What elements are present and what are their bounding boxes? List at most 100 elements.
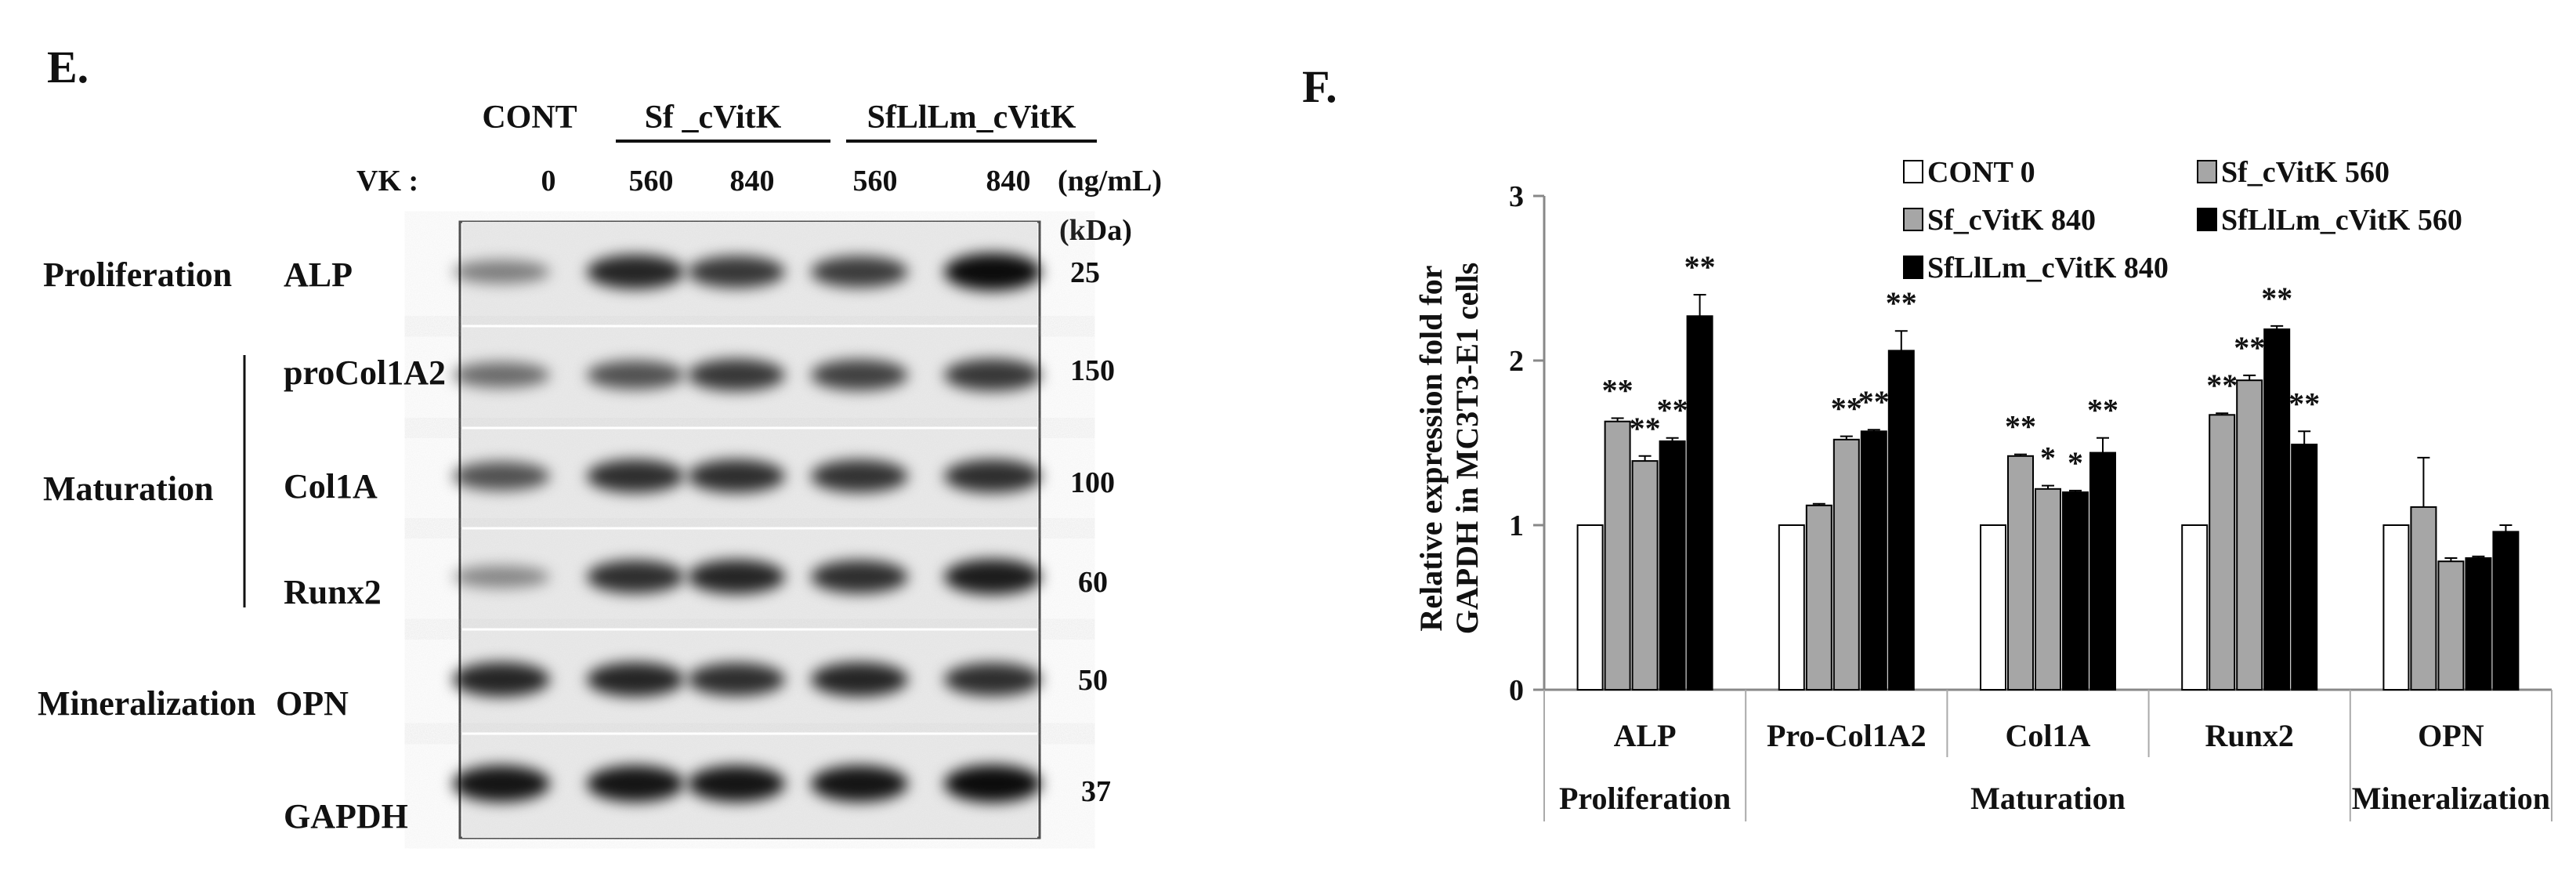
blot-band	[587, 662, 684, 697]
blot-band	[453, 765, 550, 803]
protein-label: Col1A	[284, 467, 378, 506]
blot-band	[587, 765, 684, 803]
dose-label: 840	[730, 165, 775, 198]
protein-label: proCol1A2	[284, 353, 446, 392]
blot-band	[587, 459, 684, 493]
protein-label: ALP	[284, 256, 353, 294]
blot-row-col1a: Col1A 100	[284, 426, 1115, 528]
significance-label: **	[2261, 281, 2292, 316]
significance-label: **	[2288, 386, 2320, 421]
blot-band	[453, 259, 550, 284]
bar	[2263, 328, 2291, 691]
blot-band	[688, 662, 785, 697]
category-mineralization: Mineralization	[38, 684, 256, 723]
y-tick-label: 2	[1509, 345, 1524, 378]
blot-row-gapdh: GAPDH 37	[284, 732, 1111, 838]
blot-band	[453, 462, 550, 491]
blot-band	[944, 358, 1041, 391]
significance-label: **	[1602, 373, 1634, 408]
kda-value: 50	[1078, 664, 1108, 697]
bar	[2089, 451, 2116, 691]
kda-value: 25	[1070, 256, 1100, 289]
blot-band	[944, 559, 1041, 595]
blot-rows: ALP 25 proCol1A2 150 Col1A 100 Runx2 60 OPN 50 GAP…	[276, 222, 1115, 838]
y-axis-title-line1: Relative expression fold for	[1413, 266, 1449, 632]
blot-band	[688, 256, 785, 288]
category-label: ALP	[1614, 718, 1677, 753]
bar	[2236, 379, 2263, 691]
blot-band	[587, 560, 684, 594]
legend-swatch	[1903, 160, 1923, 183]
y-axis-title: Relative expression fold for GAPDH in MC…	[1413, 263, 1485, 634]
bar	[1604, 420, 1631, 691]
dose-label: 560	[853, 165, 898, 198]
significance-label: **	[1684, 249, 1716, 285]
bar	[1887, 350, 1915, 691]
legend-label: Sf_cVitK 840	[1927, 204, 2096, 237]
dose-label: 560	[629, 165, 674, 198]
bar	[2007, 455, 2034, 691]
category-group-label: Mineralization	[2352, 781, 2550, 816]
bar	[1631, 460, 1659, 691]
significance-label: **	[1886, 285, 1917, 321]
y-tick-label: 1	[1509, 509, 1524, 542]
kda-value: 100	[1070, 466, 1115, 499]
significance-label: **	[1630, 411, 1661, 446]
significance-label: **	[2087, 393, 2118, 428]
legend-label: SfLlLm_cVitK 560	[2221, 204, 2462, 237]
blot-band	[688, 560, 785, 594]
category-proliferation: Proliferation	[43, 256, 232, 294]
bar	[2492, 531, 2520, 691]
blot-band	[587, 361, 684, 390]
kda-value: 60	[1078, 566, 1108, 599]
bar	[1778, 524, 1805, 691]
group-label-sfllm: SfLlLm_cVitK	[867, 100, 1076, 136]
dose-label: 0	[541, 165, 556, 198]
blot-row-opn: OPN 50	[276, 628, 1108, 734]
category-group-label: Maturation	[1970, 781, 2126, 816]
kda-value: 37	[1081, 775, 1111, 808]
y-axis-title-line2: GAPDH in MC3T3-E1 cells	[1449, 263, 1485, 634]
blot-band	[453, 565, 550, 589]
dose-label: 840	[986, 165, 1031, 198]
vk-label: VK :	[356, 165, 418, 198]
blot-band	[587, 254, 684, 289]
panel-f: F. Relative expression fold for GAPDH in…	[1302, 61, 2552, 821]
significance-label: **	[1657, 393, 1688, 428]
bar	[2209, 414, 2236, 691]
blot-band	[811, 359, 908, 391]
blot-band	[811, 256, 908, 288]
legend-swatch	[1903, 256, 1923, 279]
blot-band	[811, 459, 908, 493]
legend-swatch	[2197, 208, 2217, 231]
category-label: Col1A	[2006, 718, 2091, 753]
significance-label: **	[1831, 391, 1862, 426]
category-label: Pro-Col1A2	[1767, 718, 1927, 753]
bar	[2181, 524, 2209, 691]
blot-band	[944, 662, 1041, 697]
bar	[2035, 488, 2061, 691]
bar	[1860, 430, 1887, 691]
significance-label: **	[1858, 384, 1890, 419]
protein-label: OPN	[276, 684, 349, 723]
category-label: Runx2	[2205, 718, 2294, 753]
y-tick-label: 0	[1509, 674, 1524, 707]
category-maturation: Maturation	[43, 470, 214, 508]
protein-label: GAPDH	[284, 797, 408, 836]
bar	[1805, 504, 1833, 691]
blot-band	[688, 459, 785, 493]
bar	[1686, 315, 1713, 691]
legend-swatch	[1903, 208, 1923, 231]
bar	[1833, 438, 1860, 691]
significance-label: *	[2040, 440, 2056, 476]
bar	[2382, 524, 2410, 691]
blot-band	[944, 459, 1041, 493]
panel-e: E. CONT Sf _cVitK SfLlLm_cVitK VK : 0 560…	[38, 42, 1162, 839]
significance-label: **	[2206, 368, 2238, 403]
blot-band	[944, 764, 1041, 803]
bar	[1576, 524, 1604, 691]
blot-band	[944, 252, 1041, 291]
blot-band	[811, 765, 908, 803]
legend-label: CONT 0	[1927, 156, 2035, 189]
legend-label: SfLlLm_cVitK 840	[1927, 252, 2169, 285]
